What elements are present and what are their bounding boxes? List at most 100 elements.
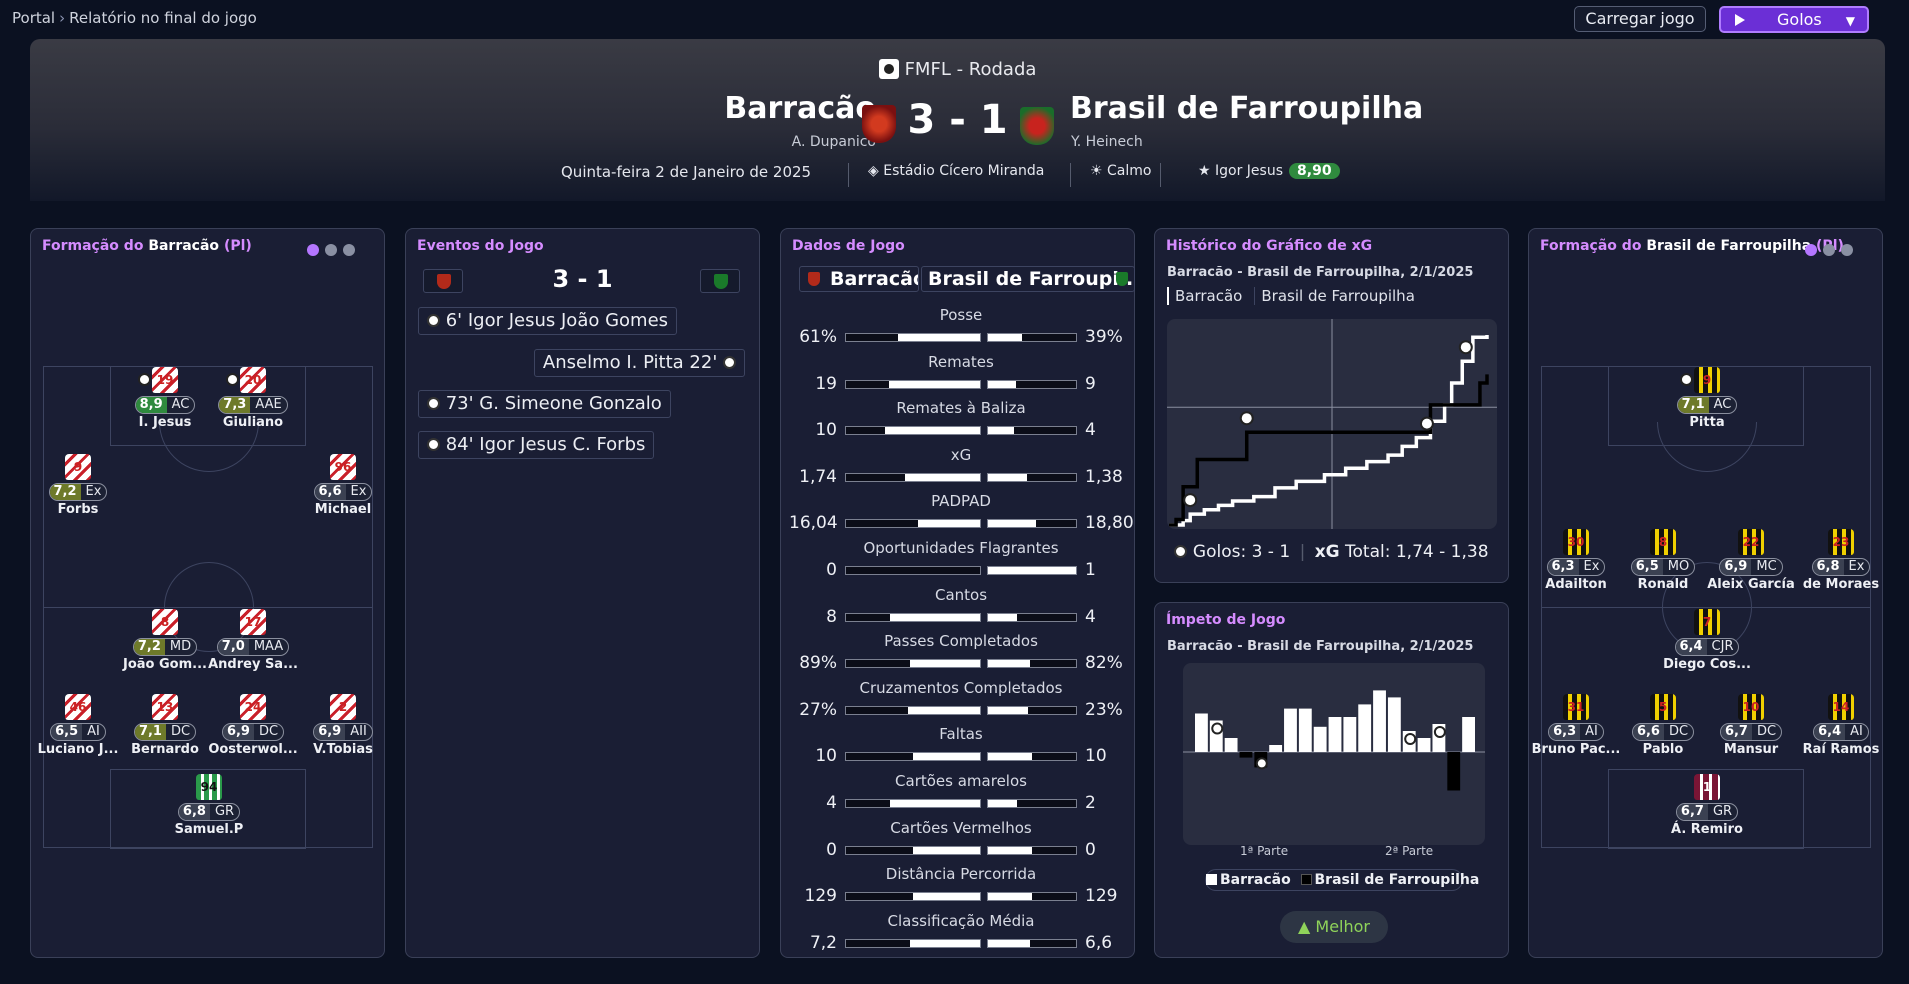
stat-home-bar: [845, 472, 981, 482]
player-rating: 6,7: [1676, 804, 1708, 820]
stat-away-value: 129: [1085, 886, 1118, 907]
stat-label: Oportunidades Flagrantes: [863, 539, 1059, 557]
stat-label: Cantos: [934, 585, 988, 604]
home-lineup-panel: Formação do Barracão (Pl) 19 8,9 AC I. Jesu…: [30, 228, 385, 958]
shirt-icon: 23: [1828, 529, 1854, 555]
away-manager[interactable]: Y. Heinech: [1071, 134, 1143, 150]
stat-label: xG: [950, 445, 972, 464]
player-name: Diego Cos...: [1663, 657, 1751, 672]
player-card[interactable]: 22 6,9 MC Aleix García: [1706, 529, 1796, 592]
event-goal[interactable]: Anselmo I. Pitta 22': [533, 349, 745, 377]
player-card[interactable]: 14 6,4 AI Raí Ramos: [1796, 694, 1886, 757]
xg-legend-home[interactable]: Barracão: [1167, 287, 1248, 305]
player-card[interactable]: 96 6,6 Ex Michael: [298, 454, 388, 517]
stat-label: Cruzamentos Completados: [859, 678, 1063, 697]
stat-home-value: 1,74: [799, 466, 837, 487]
player-card[interactable]: 8 6,5 MO Ronald: [1618, 529, 1708, 592]
player-name: de Moraes: [1802, 577, 1880, 592]
player-rating-pill: 6,9 AII: [313, 723, 373, 741]
shirt-icon: 1: [1694, 774, 1720, 800]
player-card[interactable]: 17 7,0 MAA Andrey Sa...: [208, 609, 298, 672]
xg-label: xG: [1314, 542, 1340, 562]
away-crest-icon: [1116, 272, 1128, 286]
event-goal[interactable]: 84' Igor Jesus C. Forbs: [418, 431, 655, 459]
view-dot-3[interactable]: [343, 244, 355, 256]
view-dot-1[interactable]: [1805, 244, 1817, 256]
player-position: DC: [1668, 724, 1689, 739]
player-rating: 8,9: [135, 397, 167, 413]
player-card[interactable]: 7 6,4 CJR Diego Cos...: [1662, 609, 1752, 672]
stat-home-value: 10: [815, 746, 837, 767]
player-card[interactable]: 24 6,9 DC Oosterwol...: [208, 694, 298, 757]
player-card[interactable]: 30 6,3 Ex Adailton: [1531, 529, 1621, 592]
player-card[interactable]: 46 6,5 AI Luciano J...: [33, 694, 123, 757]
home-team-name[interactable]: Barracão: [724, 91, 876, 126]
event-goal[interactable]: 6' Igor Jesus João Gomes: [418, 307, 678, 335]
player-card[interactable]: 8 7,2 MD João Gom...: [120, 609, 210, 672]
away-lineup-panel: Formação do Brasil de Farroupilha (Pl) 9…: [1528, 228, 1883, 958]
xg-footer: Golos: 3 - 1 | xG Total: 1,74 - 1,38: [1155, 542, 1508, 562]
player-card[interactable]: 94 6,8 GR Samuel.P: [164, 774, 254, 837]
player-name: Bruno Pac...: [1531, 742, 1621, 757]
xg-goal-marker: [1239, 411, 1254, 426]
play-icon: [1735, 14, 1745, 26]
player-position: Ex: [1848, 559, 1865, 574]
player-card[interactable]: 19 8,9 AC I. Jesus: [120, 367, 210, 430]
xg-goals: Golos: 3 - 1: [1192, 542, 1291, 562]
stat-home-bar: [845, 612, 981, 622]
player-card[interactable]: 23 6,8 Ex de Moraes: [1796, 529, 1886, 592]
stat-row: Cantos 8 4: [789, 586, 1133, 632]
player-rating: 6,3: [1547, 559, 1579, 575]
center-circle: [164, 562, 254, 652]
player-position: AI: [87, 724, 100, 739]
momentum-bar: [1313, 726, 1327, 752]
stat-away-value: 82%: [1085, 653, 1123, 674]
player-card[interactable]: 13 7,1 DC Bernardo: [120, 694, 210, 757]
goals-dropdown-button[interactable]: Golos ▼: [1719, 6, 1869, 33]
view-dot-2[interactable]: [1823, 244, 1835, 256]
better-button[interactable]: ▲ Melhor: [1280, 911, 1388, 943]
player-position: GR: [214, 804, 235, 819]
player-card[interactable]: 9 7,2 Ex Forbs: [33, 454, 123, 517]
view-dot-1[interactable]: [307, 244, 319, 256]
momentum-bar: [1224, 738, 1238, 752]
player-card[interactable]: 9 7,1 AC Pitta: [1662, 367, 1752, 430]
player-rating: 7,0: [217, 639, 249, 655]
ball-icon: [1174, 545, 1188, 558]
view-dot-3[interactable]: [1841, 244, 1853, 256]
view-dot-2[interactable]: [325, 244, 337, 256]
shirt-number: 8: [160, 615, 170, 629]
stat-home-bar: [845, 659, 981, 669]
xg-legend-away[interactable]: Brasil de Farroupilha: [1254, 287, 1421, 305]
stadium[interactable]: ◈ Estádio Cícero Miranda: [868, 163, 1045, 179]
player-rating-pill: 7,2 MD: [132, 638, 198, 656]
away-team-name[interactable]: Brasil de Farroupilha: [1070, 91, 1424, 126]
shirt-number: 7: [1702, 615, 1712, 629]
divider: [1160, 163, 1161, 187]
player-card[interactable]: 20 7,3 AAE Giuliano: [208, 367, 298, 430]
player-rating-pill: 6,9 MC: [1719, 558, 1783, 576]
shirt-number: 96: [334, 460, 352, 474]
event-goal[interactable]: 73' G. Simeone Gonzalo: [418, 390, 671, 418]
shirt-number: 20: [244, 373, 262, 387]
momentum-bar: [1387, 697, 1401, 752]
player-card[interactable]: 1 6,7 GR Á. Remiro: [1662, 774, 1752, 837]
stats-title: Dados de Jogo: [792, 238, 905, 254]
match-date: Quinta-feira 2 de Janeiro de 2025: [561, 163, 812, 181]
player-name: I. Jesus: [138, 415, 192, 430]
player-of-match[interactable]: ★ Igor Jesus 8,90: [1198, 163, 1340, 179]
player-card[interactable]: 31 6,3 AI Bruno Pac...: [1531, 694, 1621, 757]
player-card[interactable]: 2 6,9 AII V.Tobias: [298, 694, 388, 757]
player-rating: 7,2: [133, 639, 165, 655]
load-match-button[interactable]: Carregar jogo: [1574, 6, 1706, 32]
player-card[interactable]: 10 6,7 DC Mansur: [1706, 694, 1796, 757]
stat-home-bar: [845, 333, 981, 342]
momentum-subtitle: Barracão - Brasil de Farroupilha, 2/1/20…: [1167, 639, 1474, 654]
stat-home-value: 10: [815, 420, 837, 441]
shirt-number: 46: [69, 700, 87, 714]
breadcrumb-root[interactable]: Portal: [12, 9, 56, 27]
player-rating: 6,9: [314, 724, 346, 740]
player-name: Michael: [314, 502, 372, 517]
player-card[interactable]: 5 6,6 DC Pablo: [1618, 694, 1708, 757]
home-manager[interactable]: A. Dupanico: [791, 134, 876, 150]
